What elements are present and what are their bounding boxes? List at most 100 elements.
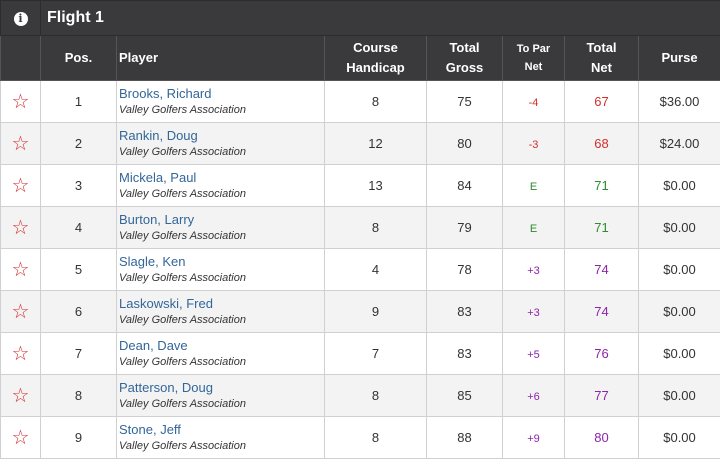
player-club: Valley Golfers Association [119, 103, 246, 116]
player-club: Valley Golfers Association [119, 397, 246, 410]
player-name-link[interactable]: Mickela, Paul [119, 169, 197, 185]
handicap-column-header[interactable]: Course Handicap [324, 35, 427, 81]
net-cell: 77 [564, 374, 639, 417]
table-row: ☆ 5 Slagle, Ken Valley Golfers Association 4… [0, 248, 720, 291]
topar-value: +6 [527, 391, 540, 403]
handicap-cell: 8 [324, 374, 427, 417]
net-cell: 71 [564, 206, 639, 249]
purse-cell: $0.00 [637, 416, 720, 459]
player-club: Valley Golfers Association [119, 313, 246, 326]
topar-header-line2: Net [524, 61, 543, 73]
gross-cell: 75 [426, 80, 503, 123]
star-icon: ☆ [11, 258, 30, 281]
handicap-header-line2: Handicap [346, 60, 405, 75]
player-name-link[interactable]: Stone, Jeff [119, 421, 181, 437]
favorite-star-icon[interactable]: ☆ [0, 80, 41, 123]
table-row: ☆ 2 Rankin, Doug Valley Golfers Association… [0, 122, 720, 165]
topar-value: +3 [527, 307, 540, 319]
player-name-link[interactable]: Rankin, Doug [119, 127, 198, 143]
purse-cell: $0.00 [637, 164, 720, 207]
pos-column-header[interactable]: Pos. [40, 35, 117, 81]
flight-title-row: i Flight 1 [0, 0, 720, 36]
favorite-star-icon[interactable]: ☆ [0, 290, 41, 333]
player-name-link[interactable]: Burton, Larry [119, 211, 195, 227]
net-cell: 67 [564, 80, 639, 123]
net-cell: 80 [564, 416, 639, 459]
topar-cell: -4 [502, 80, 565, 123]
favorite-star-icon[interactable]: ☆ [0, 206, 41, 249]
topar-cell: +3 [502, 290, 565, 333]
purse-cell: $24.00 [637, 122, 720, 165]
player-name-link[interactable]: Dean, Dave [119, 337, 188, 353]
gross-cell: 88 [426, 416, 503, 459]
net-cell: 74 [564, 290, 639, 333]
player-name-link[interactable]: Patterson, Doug [119, 379, 213, 395]
gross-column-header[interactable]: Total Gross [426, 35, 503, 81]
pos-cell: 6 [40, 290, 117, 333]
net-value: 74 [594, 262, 609, 277]
star-icon: ☆ [11, 384, 30, 407]
player-name-link[interactable]: Brooks, Richard [119, 85, 212, 101]
star-icon: ☆ [11, 90, 30, 113]
net-value: 80 [594, 430, 609, 445]
info-button[interactable]: i [0, 0, 41, 36]
favorite-star-icon[interactable]: ☆ [0, 416, 41, 459]
purse-cell: $0.00 [637, 332, 720, 375]
purse-column-header[interactable]: Purse [637, 35, 720, 81]
flight-title: Flight 1 [47, 9, 104, 26]
pos-header-label: Pos. [64, 50, 93, 65]
topar-value: -4 [528, 97, 539, 109]
topar-value: +3 [527, 265, 540, 277]
player-cell: Mickela, Paul Valley Golfers Association [116, 164, 325, 207]
topar-value: -3 [528, 139, 539, 151]
net-cell: 74 [564, 248, 639, 291]
net-cell: 68 [564, 122, 639, 165]
player-cell: Dean, Dave Valley Golfers Association [116, 332, 325, 375]
player-name-link[interactable]: Slagle, Ken [119, 253, 186, 269]
favorite-star-icon[interactable]: ☆ [0, 248, 41, 291]
topar-value: E [529, 181, 538, 193]
pos-cell: 5 [40, 248, 117, 291]
player-club: Valley Golfers Association [119, 187, 246, 200]
player-cell: Slagle, Ken Valley Golfers Association [116, 248, 325, 291]
pos-cell: 3 [40, 164, 117, 207]
gross-header-line1: Total [449, 40, 480, 55]
net-value: 71 [594, 220, 609, 235]
table-row: ☆ 7 Dean, Dave Valley Golfers Association 7 8… [0, 332, 720, 375]
handicap-cell: 13 [324, 164, 427, 207]
net-value: 68 [594, 136, 609, 151]
pos-cell: 2 [40, 122, 117, 165]
topar-column-header[interactable]: To Par Net [502, 35, 565, 81]
topar-cell: +9 [502, 416, 565, 459]
gross-cell: 83 [426, 332, 503, 375]
topar-value: +9 [527, 433, 540, 445]
favorite-star-icon[interactable]: ☆ [0, 374, 41, 417]
handicap-cell: 8 [324, 206, 427, 249]
gross-cell: 78 [426, 248, 503, 291]
star-icon: ☆ [11, 342, 30, 365]
player-column-header[interactable]: Player [116, 35, 325, 81]
purse-cell: $36.00 [637, 80, 720, 123]
handicap-cell: 7 [324, 332, 427, 375]
player-club: Valley Golfers Association [119, 355, 246, 368]
favorite-star-icon[interactable]: ☆ [0, 164, 41, 207]
favorite-star-icon[interactable]: ☆ [0, 122, 41, 165]
net-column-header[interactable]: Total Net [564, 35, 639, 81]
handicap-cell: 4 [324, 248, 427, 291]
player-cell: Rankin, Doug Valley Golfers Association [116, 122, 325, 165]
pos-cell: 4 [40, 206, 117, 249]
topar-header-line1: To Par [516, 43, 551, 55]
pos-cell: 9 [40, 416, 117, 459]
topar-cell: E [502, 206, 565, 249]
player-club: Valley Golfers Association [119, 439, 246, 452]
player-cell: Laskowski, Fred Valley Golfers Associatio… [116, 290, 325, 333]
table-row: ☆ 8 Patterson, Doug Valley Golfers Associat… [0, 374, 720, 417]
table-row: ☆ 6 Laskowski, Fred Valley Golfers Associat… [0, 290, 720, 333]
favorite-star-icon[interactable]: ☆ [0, 332, 41, 375]
net-value: 67 [594, 94, 609, 109]
gross-cell: 83 [426, 290, 503, 333]
player-name-link[interactable]: Laskowski, Fred [119, 295, 213, 311]
star-icon: ☆ [11, 426, 30, 449]
player-club: Valley Golfers Association [119, 229, 246, 242]
